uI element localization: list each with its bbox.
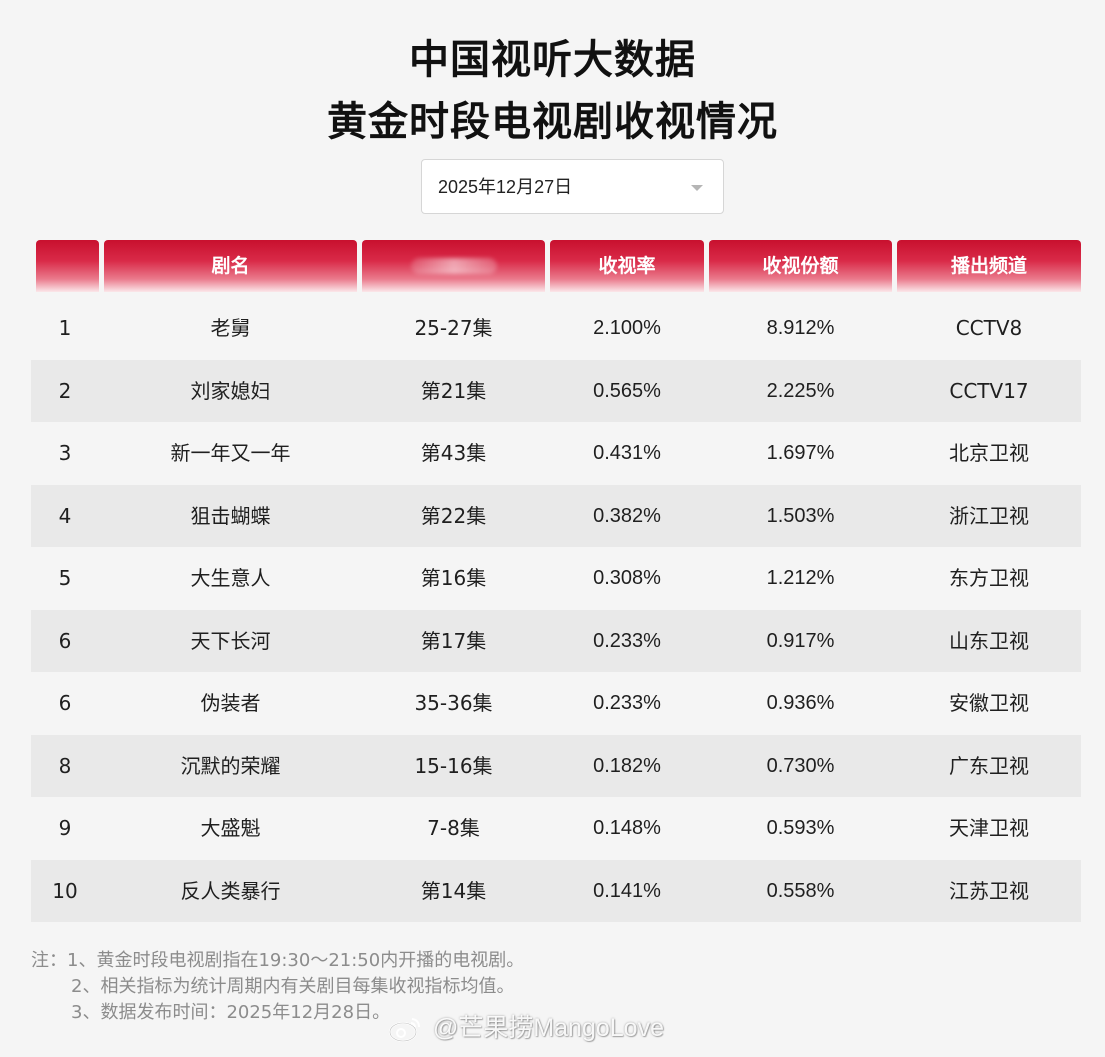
table-row: 10 反人类暴行 第14集 0.141% 0.558% 江苏卫视 (31, 859, 1081, 922)
cell-share: 1.503% (766, 504, 835, 527)
watermark-text: @芒果捞MangoLove (432, 1014, 664, 1042)
cell-drama-name: 伪装者 (200, 691, 261, 715)
table-row: 9 大盛魁 7-8集 0.148% 0.593% 天津卫视 (31, 797, 1081, 860)
date-dropdown[interactable]: 2025年12月27日 (421, 159, 724, 214)
cell-share: 0.558% (766, 879, 835, 902)
table-row: 1 老舅 25-27集 2.100% 8.912% CCTV8 (31, 297, 1081, 360)
cell-share: 1.697% (766, 442, 835, 464)
cell-episodes: 25-27集 (414, 316, 493, 340)
cell-rating: 0.141% (593, 879, 661, 902)
table-row: 5 大生意人 第16集 0.308% 1.212% 东方卫视 (31, 547, 1081, 610)
weibo-logo-icon (389, 1018, 420, 1043)
cell-channel: 广东卫视 (949, 753, 1029, 778)
cell-rating: 0.308% (593, 567, 661, 589)
table-row: 2 刘家媳妇 第21集 0.565% 2.225% CCTV17 (31, 359, 1081, 422)
cell-rating: 2.100% (593, 317, 661, 339)
table-body: 1 老舅 25-27集 2.100% 8.912% CCTV8 2 刘家媳妇 第… (31, 297, 1081, 922)
ratings-table: 剧名 收视率 收视份额 播出频道 1 老舅 25-27集 2.100% 8.91… (31, 240, 1081, 922)
weibo-watermark: @芒果捞MangoLove (388, 1010, 664, 1046)
cell-rank: 5 (58, 566, 72, 590)
cell-channel: 江苏卫视 (949, 878, 1029, 903)
cell-rating: 0.382% (593, 504, 661, 527)
obscured-header-text (410, 258, 497, 274)
cell-rank: 6 (58, 628, 72, 653)
header-rank (36, 240, 99, 292)
cell-episodes: 第22集 (420, 503, 487, 528)
table-header: 剧名 收视率 收视份额 播出频道 (31, 240, 1081, 292)
cell-episodes: 第16集 (420, 566, 487, 590)
cell-drama-name: 刘家媳妇 (190, 378, 271, 403)
cell-episodes: 第43集 (420, 441, 487, 465)
cell-share: 0.593% (766, 817, 835, 839)
cell-channel: 安徽卫视 (949, 691, 1029, 715)
header-drama-name: 剧名 (104, 240, 357, 292)
cell-drama-name: 狙击蝴蝶 (190, 503, 271, 528)
cell-rating: 0.233% (593, 692, 661, 714)
cell-share: 8.912% (766, 317, 835, 339)
cell-channel: 山东卫视 (949, 628, 1029, 653)
cell-rank: 4 (58, 503, 72, 528)
cell-share: 1.212% (766, 567, 835, 589)
cell-rank: 8 (58, 753, 72, 778)
table-row: 4 狙击蝴蝶 第22集 0.382% 1.503% 浙江卫视 (31, 484, 1081, 547)
cell-channel: 东方卫视 (949, 566, 1029, 590)
cell-rating: 0.182% (593, 754, 661, 777)
cell-drama-name: 大盛魁 (200, 816, 261, 840)
cell-rating: 0.431% (593, 442, 661, 464)
header-share: 收视份额 (709, 240, 892, 292)
cell-episodes: 第14集 (420, 878, 487, 903)
cell-rank: 10 (52, 878, 78, 903)
cell-episodes: 第21集 (420, 378, 487, 403)
date-dropdown-value: 2025年12月27日 (438, 177, 573, 197)
cell-drama-name: 反人类暴行 (180, 878, 281, 903)
cell-drama-name: 大生意人 (190, 566, 271, 590)
cell-rank: 3 (58, 441, 72, 465)
cell-channel: 北京卫视 (949, 441, 1029, 465)
header-channel: 播出频道 (897, 240, 1081, 292)
header-episodes-obscured (362, 240, 545, 292)
header-rating: 收视率 (550, 240, 704, 292)
cell-rating: 0.148% (593, 817, 661, 839)
cell-drama-name: 新一年又一年 (170, 441, 291, 465)
footnote-1: 注：1、黄金时段电视剧指在19:30～21:50内开播的电视剧。 (31, 950, 525, 971)
cell-episodes: 35-36集 (414, 691, 493, 715)
cell-rank: 1 (58, 316, 72, 340)
page-title: 中国视听大数据 (409, 37, 696, 83)
cell-rank: 2 (58, 378, 72, 403)
cell-rating: 0.565% (593, 379, 661, 402)
cell-share: 0.917% (766, 629, 835, 652)
cell-channel: CCTV17 (949, 378, 1029, 403)
cell-rank: 6 (58, 691, 72, 715)
table-row: 3 新一年又一年 第43集 0.431% 1.697% 北京卫视 (31, 422, 1081, 485)
cell-rank: 9 (58, 816, 72, 840)
cell-drama-name: 老舅 (210, 316, 251, 340)
footnotes: 注：1、黄金时段电视剧指在19:30～21:50内开播的电视剧。 2、相关指标为… (31, 948, 524, 1026)
page-subtitle: 黄金时段电视剧收视情况 (327, 99, 778, 145)
cell-channel: 浙江卫视 (949, 503, 1029, 528)
cell-episodes: 7-8集 (427, 816, 480, 840)
cell-episodes: 第17集 (420, 628, 487, 653)
table-row: 8 沉默的荣耀 15-16集 0.182% 0.730% 广东卫视 (31, 734, 1081, 797)
cell-drama-name: 天下长河 (190, 628, 271, 653)
cell-share: 0.936% (766, 692, 835, 714)
cell-rating: 0.233% (593, 629, 661, 652)
table-row: 6 伪装者 35-36集 0.233% 0.936% 安徽卫视 (31, 672, 1081, 735)
cell-channel: CCTV8 (955, 316, 1023, 340)
footnote-2: 2、相关指标为统计周期内有关剧目每集收视指标均值。 (71, 976, 515, 997)
cell-episodes: 15-16集 (414, 753, 493, 778)
cell-drama-name: 沉默的荣耀 (180, 753, 281, 778)
table-row: 6 天下长河 第17集 0.233% 0.917% 山东卫视 (31, 609, 1081, 672)
cell-share: 0.730% (766, 754, 835, 777)
chevron-down-icon (691, 185, 703, 191)
cell-channel: 天津卫视 (949, 816, 1029, 840)
footnote-3: 3、数据发布时间：2025年12月28日。 (71, 1002, 391, 1023)
cell-share: 2.225% (766, 379, 835, 402)
